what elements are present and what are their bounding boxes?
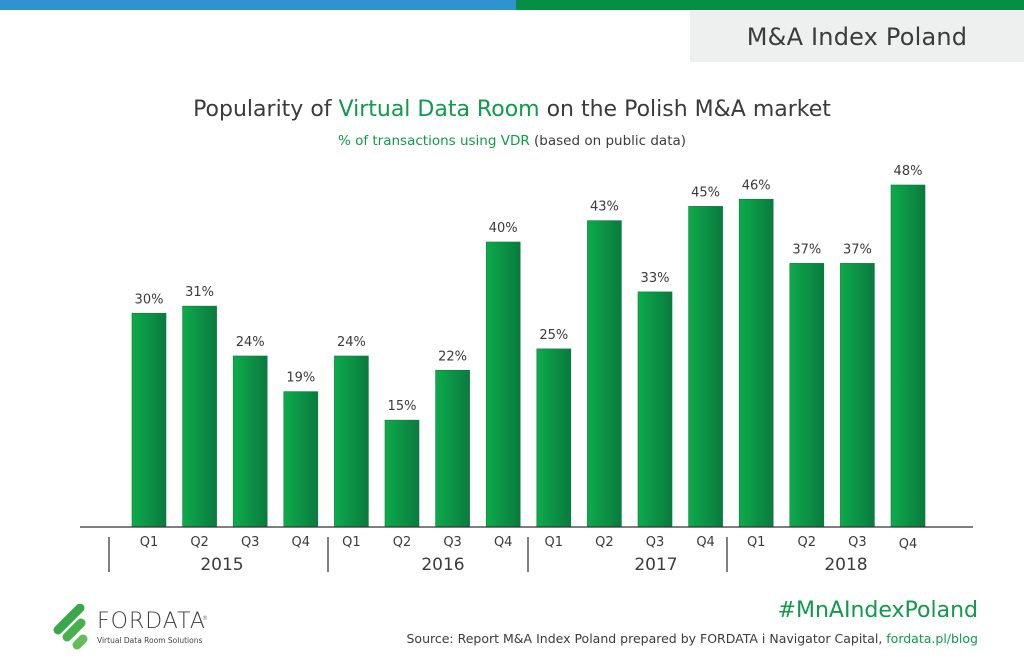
bar-value-label: 33% xyxy=(641,271,670,286)
bar-value-label: 37% xyxy=(843,242,872,257)
bar xyxy=(131,312,167,528)
x-tick-label: Q1 xyxy=(140,535,159,550)
index-badge: M&A Index Poland xyxy=(690,11,1024,62)
x-tick-label: Q3 xyxy=(848,535,867,550)
bar xyxy=(384,419,420,528)
bar-value-label: 15% xyxy=(388,399,417,414)
bar-value-label: 24% xyxy=(337,335,366,350)
bar-value-label: 48% xyxy=(894,164,923,179)
bar xyxy=(890,184,926,528)
x-tick-label: Q4 xyxy=(292,535,311,550)
top-bar-blue xyxy=(0,0,516,10)
year-group-label: 2016 xyxy=(421,555,464,575)
year-group-label: 2018 xyxy=(824,555,867,575)
bar xyxy=(182,305,217,528)
title-pre: Popularity of xyxy=(193,97,339,122)
bar xyxy=(637,291,673,528)
top-bar-green xyxy=(516,0,1024,10)
x-tick-label: Q3 xyxy=(443,535,462,550)
subtitle-highlight: % of transactions using VDR xyxy=(337,133,530,149)
title-post: on the Polish M&A market xyxy=(539,97,831,122)
bar-value-label: 22% xyxy=(438,349,467,364)
title-highlight: Virtual Data Room xyxy=(338,97,540,122)
bar xyxy=(232,355,268,528)
bar xyxy=(789,263,825,528)
x-tick-label: Q2 xyxy=(190,535,209,550)
bar-value-label: 30% xyxy=(135,292,164,307)
fordata-logo-icon xyxy=(53,604,88,650)
bar xyxy=(840,263,875,528)
logo-name: FORDATA xyxy=(97,609,206,634)
bar-value-label: 43% xyxy=(590,200,619,215)
chart-subtitle: % of transactions using VDR (based on pu… xyxy=(0,133,1024,149)
bar xyxy=(688,206,723,528)
logo-registered-mark: ® xyxy=(202,615,208,622)
bar xyxy=(485,241,521,528)
bar xyxy=(283,391,319,528)
x-tick-label: Q3 xyxy=(646,535,665,550)
bar xyxy=(738,198,774,528)
bar xyxy=(334,355,369,528)
bar-value-label: 31% xyxy=(185,285,214,300)
bar-value-label: 25% xyxy=(539,328,568,343)
x-tick-label: Q1 xyxy=(545,535,564,550)
x-tick-label: Q2 xyxy=(595,535,614,550)
bar-value-label: 19% xyxy=(286,371,315,386)
x-tick-label: Q3 xyxy=(241,535,260,550)
x-tick-label: Q1 xyxy=(747,535,766,550)
bar-value-label: 45% xyxy=(691,185,720,200)
x-tick-label: Q2 xyxy=(393,535,412,550)
bar xyxy=(536,348,572,528)
logo-tagline: Virtual Data Room Solutions xyxy=(97,636,203,645)
bar xyxy=(435,369,470,528)
bar-value-label: 46% xyxy=(742,178,771,193)
x-tick-label: Q1 xyxy=(342,535,361,550)
bar xyxy=(587,220,622,528)
hashtag: #MnAIndexPoland xyxy=(777,598,978,623)
bar-value-label: 40% xyxy=(489,221,518,236)
year-group-label: 2015 xyxy=(200,555,243,575)
source-link[interactable]: fordata.pl/blog xyxy=(886,631,978,646)
source-note: Source: Report M&A Index Poland prepared… xyxy=(407,631,979,646)
bar-value-label: 24% xyxy=(236,335,265,350)
year-group-label: 2017 xyxy=(634,555,677,575)
bar-value-label: 37% xyxy=(792,242,821,257)
x-tick-label: Q4 xyxy=(494,535,513,550)
subtitle-post: (based on public data) xyxy=(529,133,687,149)
chart-title: Popularity of Virtual Data Room on the P… xyxy=(0,97,1024,122)
x-tick-label: Q4 xyxy=(696,535,715,550)
x-tick-label: Q4 xyxy=(899,537,918,552)
source-text: Source: Report M&A Index Poland prepared… xyxy=(406,631,887,646)
x-tick-label: Q2 xyxy=(798,535,817,550)
